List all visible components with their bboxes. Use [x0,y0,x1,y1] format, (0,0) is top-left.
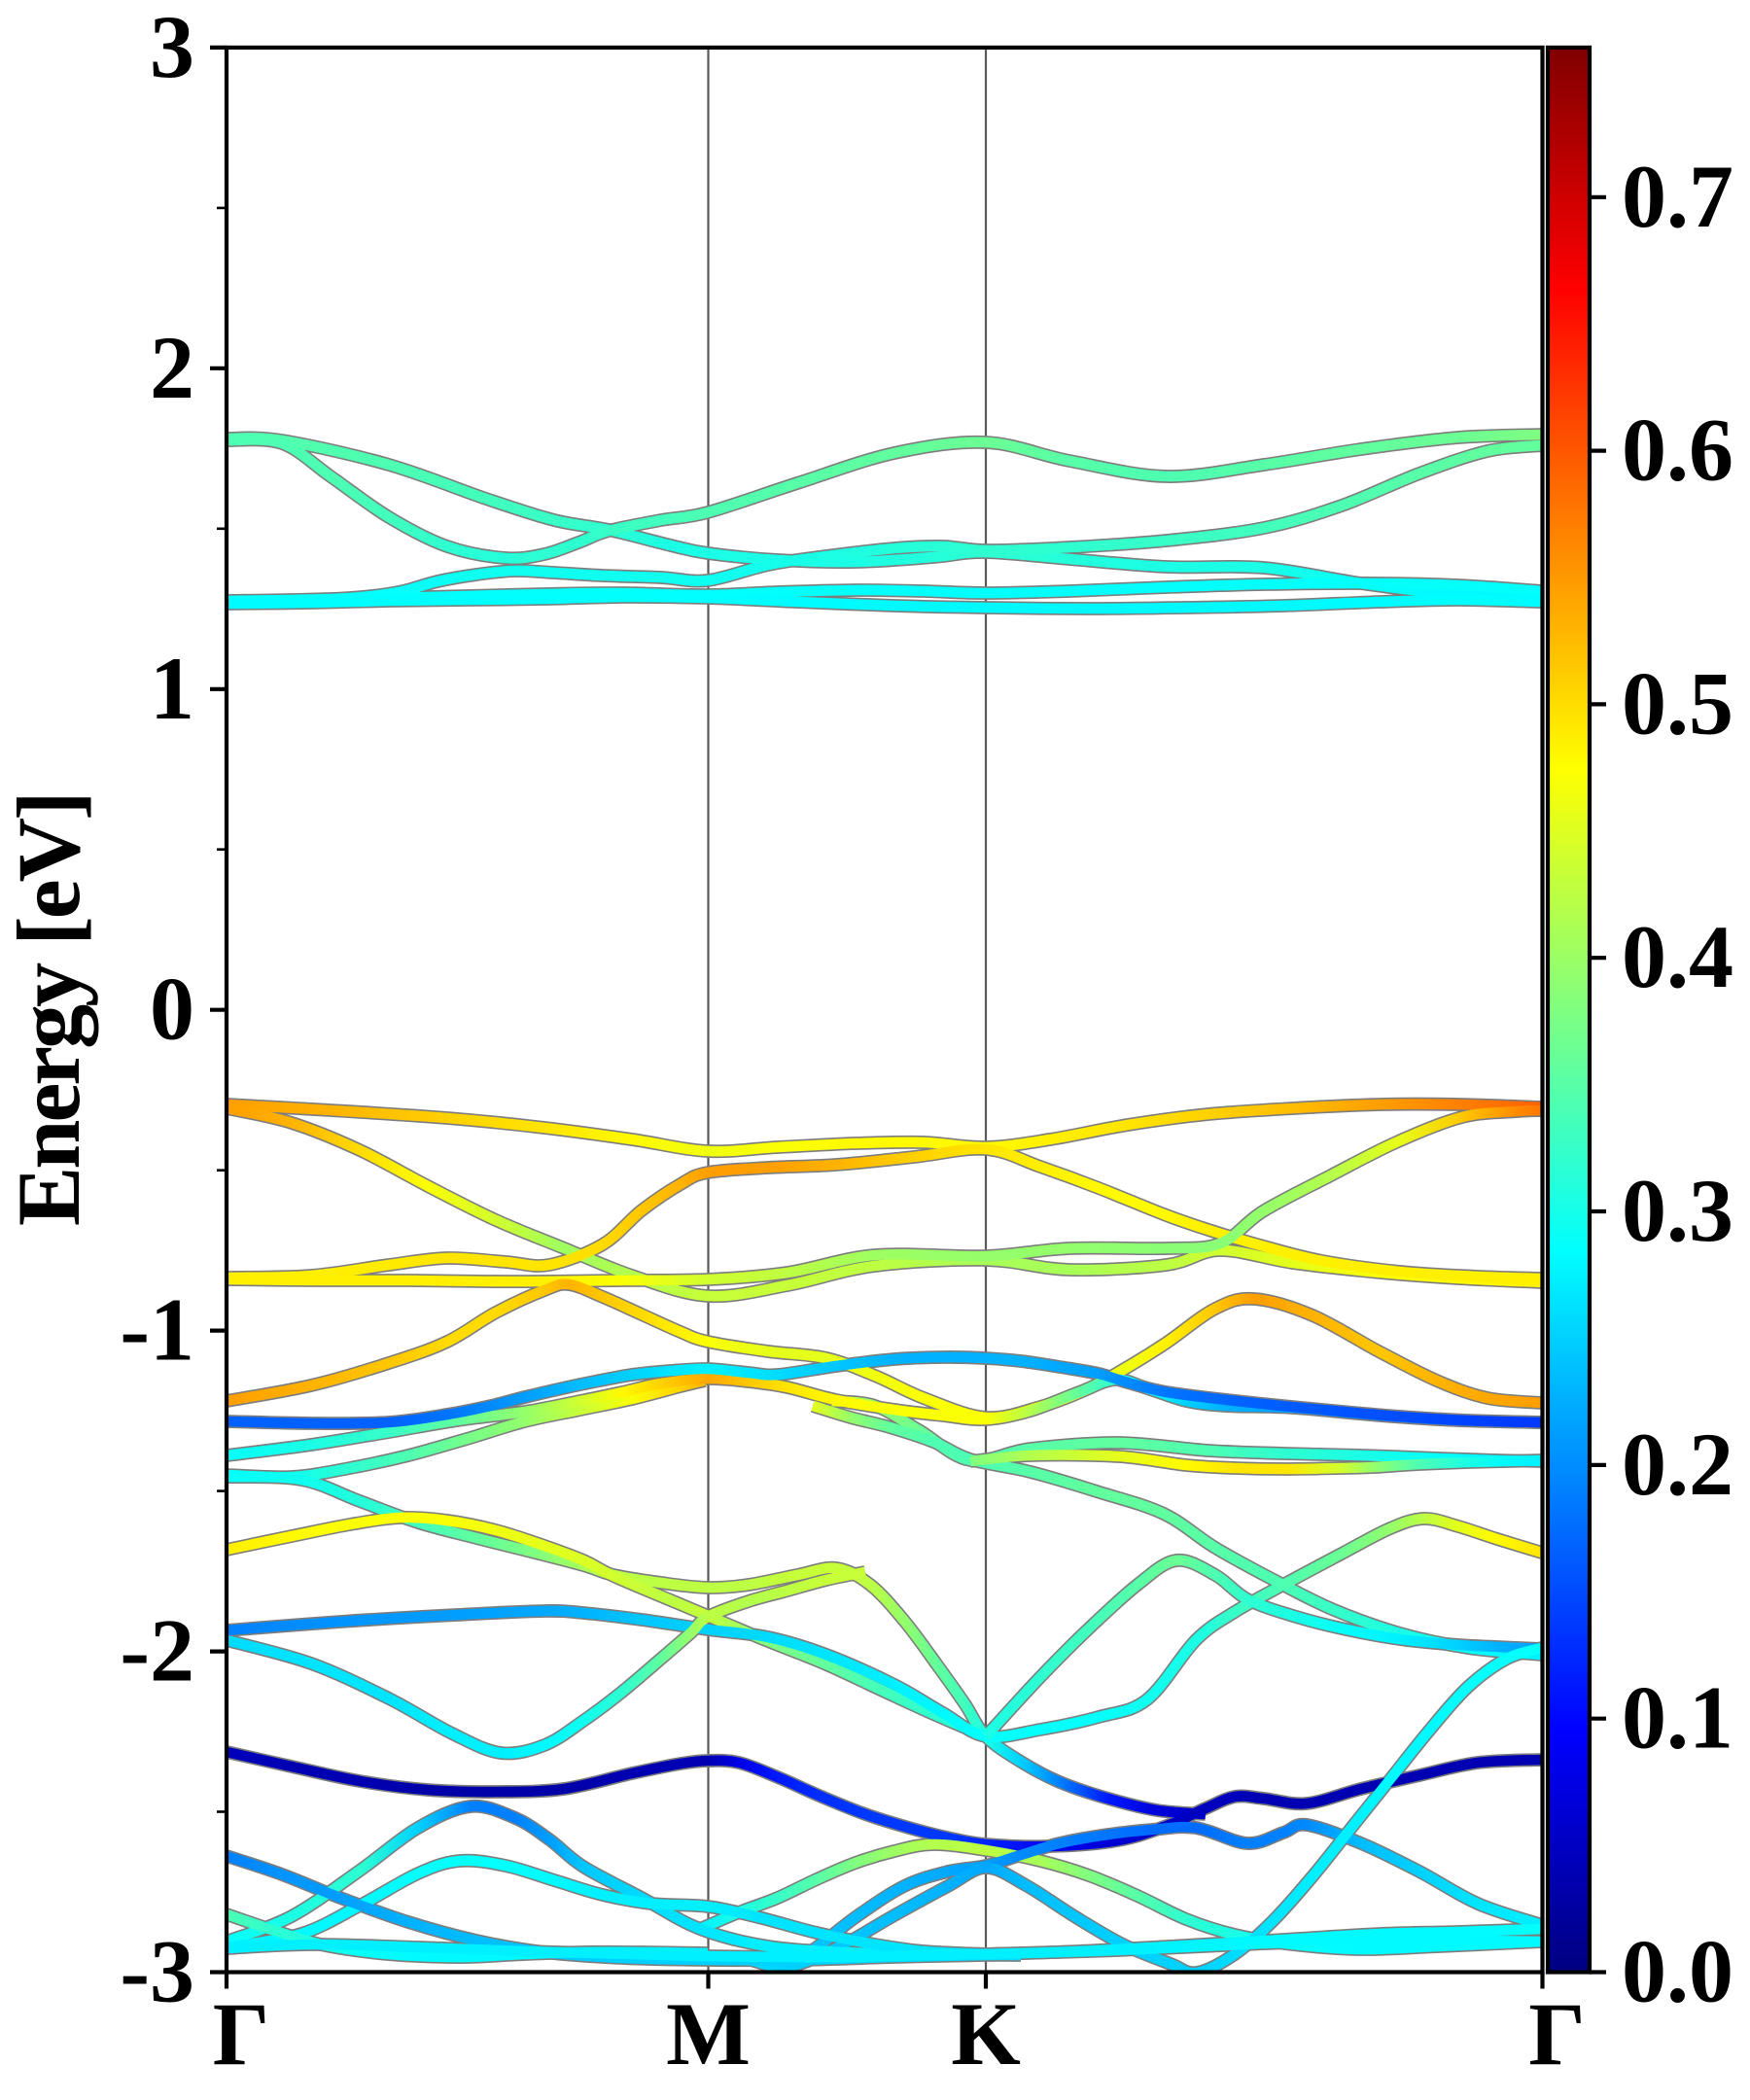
svg-text:0.2: 0.2 [1622,1415,1733,1514]
svg-text:Γ: Γ [1528,1984,1586,2083]
svg-text:Γ: Γ [213,1984,270,2083]
svg-text:0.5: 0.5 [1622,653,1733,752]
svg-text:0.7: 0.7 [1622,147,1733,246]
svg-text:0.4: 0.4 [1622,907,1733,1006]
svg-text:0.3: 0.3 [1622,1161,1733,1260]
svg-text:0.6: 0.6 [1622,401,1733,500]
svg-text:-2: -2 [120,1601,194,1700]
svg-text:M: M [666,1984,751,2083]
svg-text:3: 3 [150,0,194,96]
svg-text:-1: -1 [120,1280,194,1380]
svg-text:K: K [951,1984,1021,2083]
svg-text:-3: -3 [120,1922,194,2021]
svg-text:Energy [eV]: Energy [eV] [0,793,98,1226]
svg-text:0: 0 [150,960,194,1059]
svg-text:1: 1 [150,639,194,738]
svg-text:2: 2 [150,318,194,417]
svg-text:0.0: 0.0 [1622,1922,1733,2021]
svg-text:0.1: 0.1 [1622,1668,1733,1768]
